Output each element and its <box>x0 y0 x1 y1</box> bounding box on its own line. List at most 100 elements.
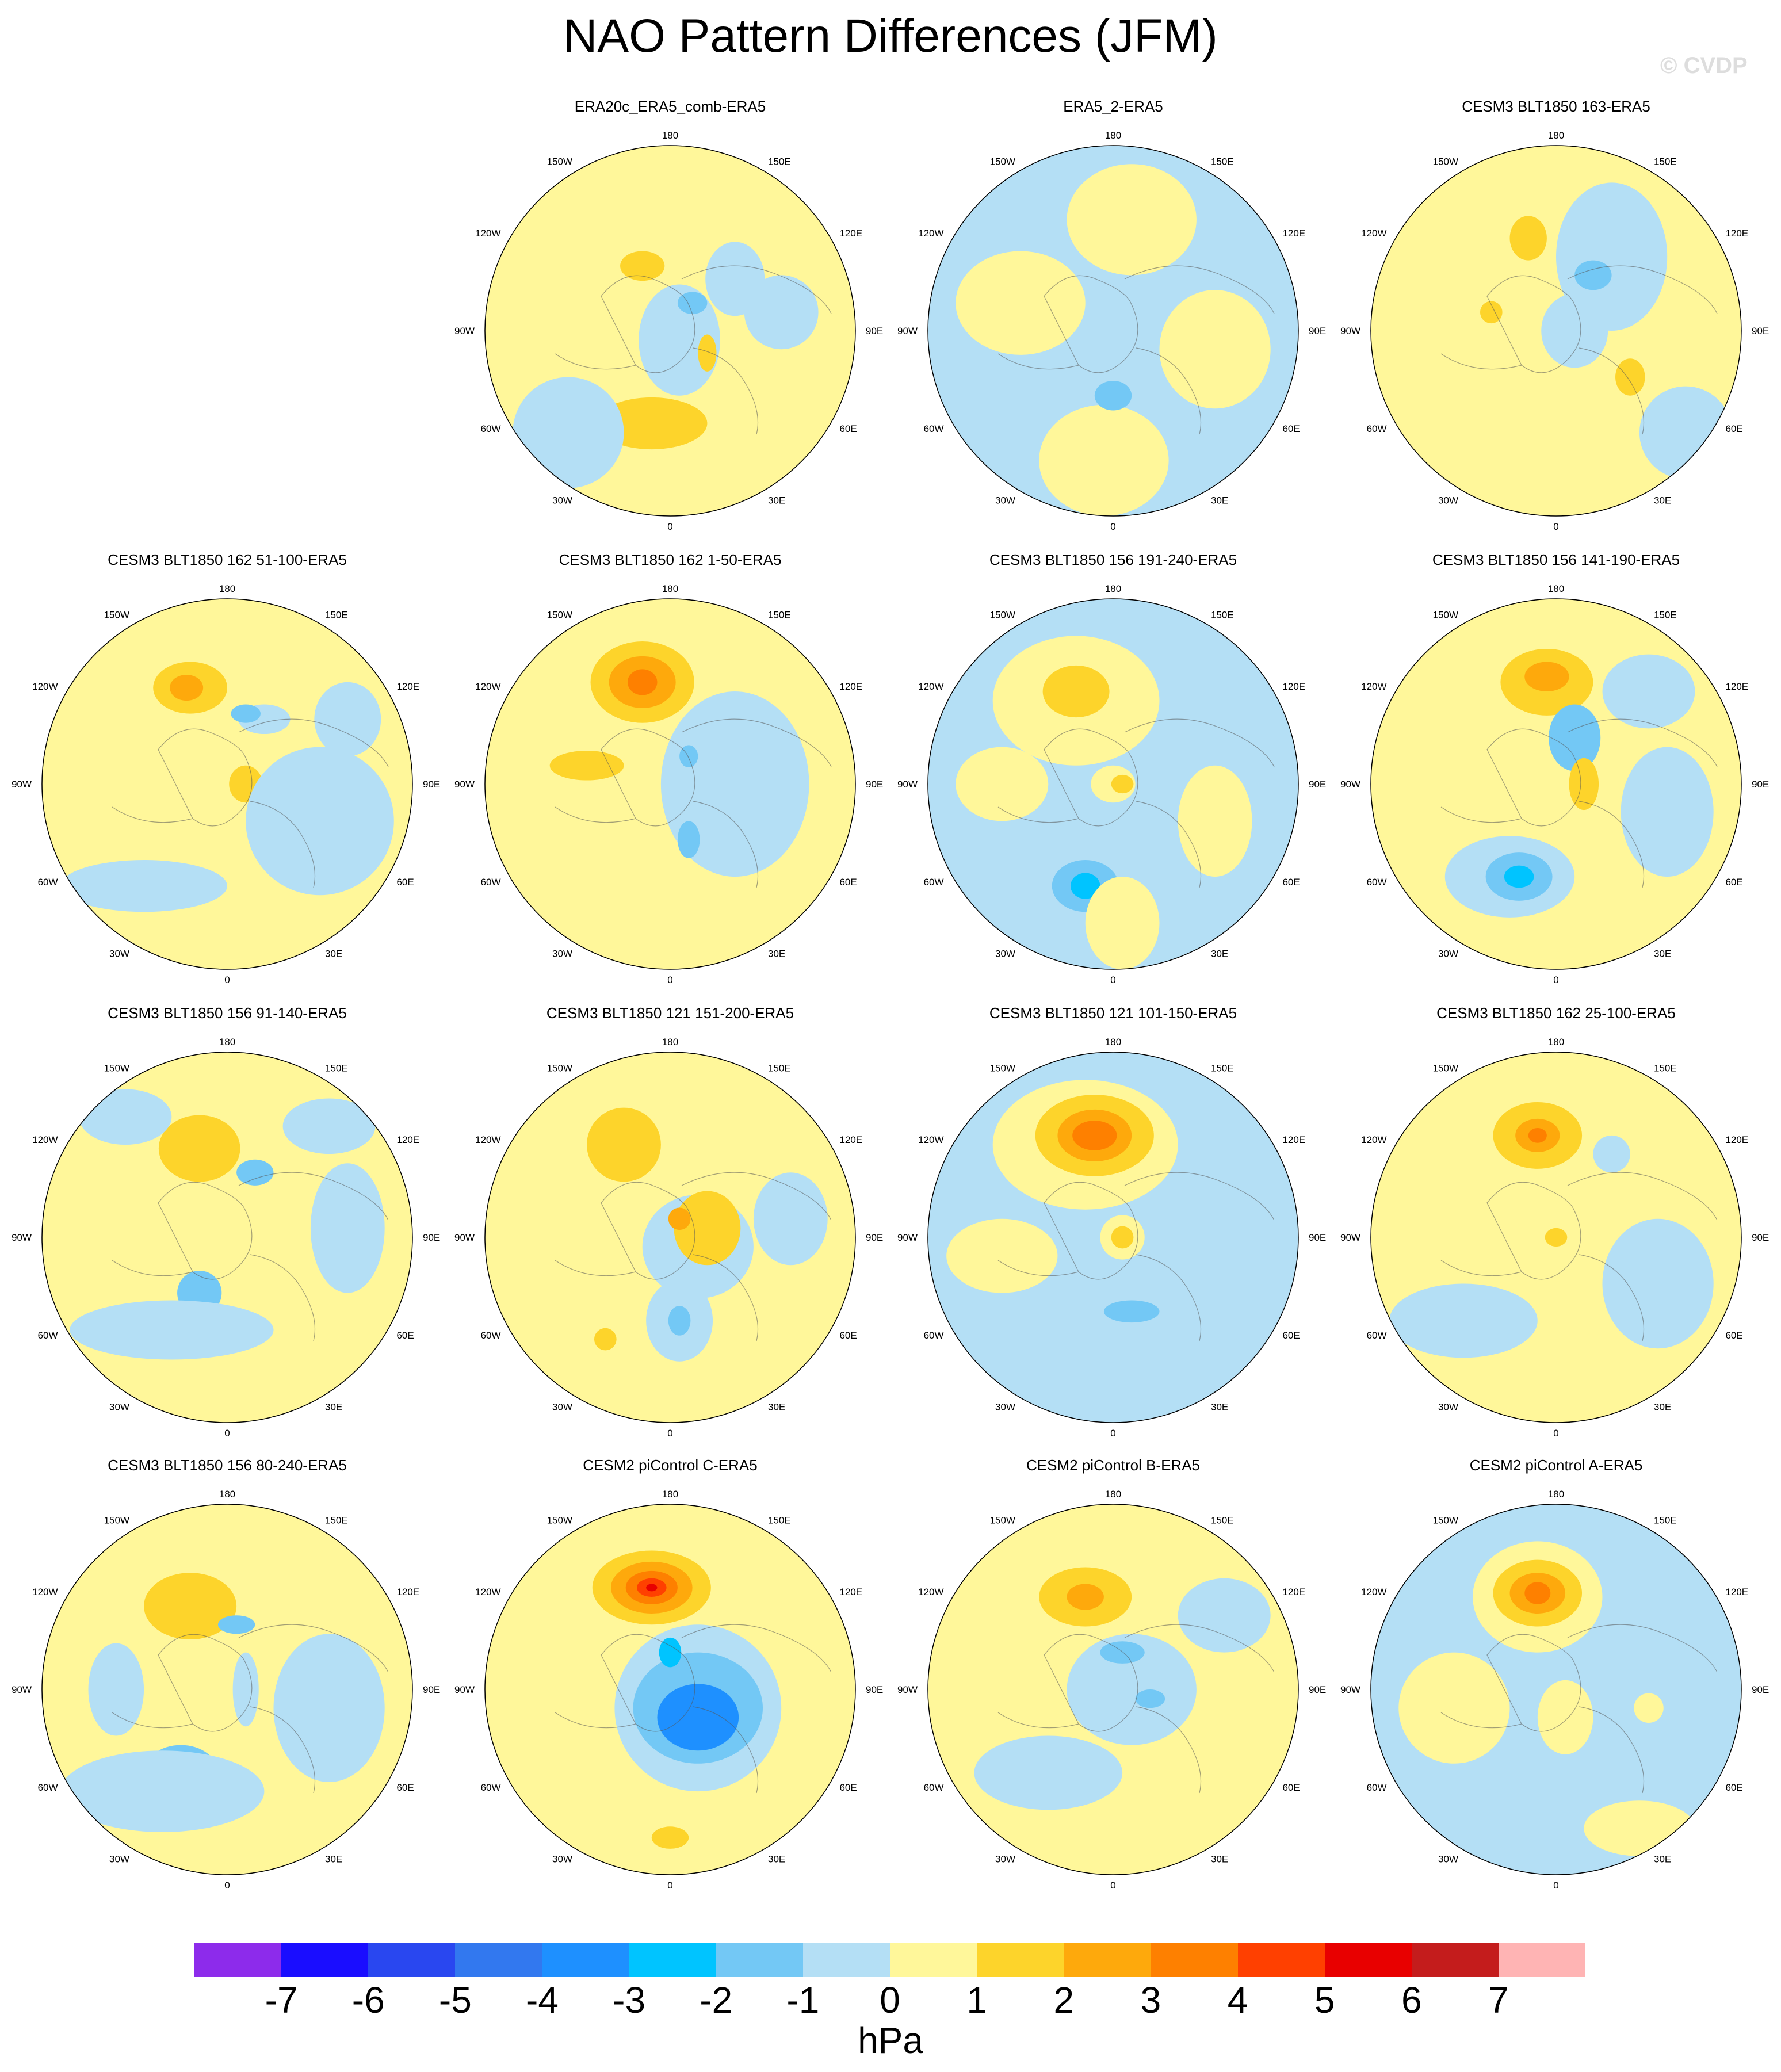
longitude-label: 0 <box>667 1428 672 1439</box>
map-panel: CESM3 BLT1850 121 151-200-ERA5 180 150E 120… <box>449 1004 892 1442</box>
longitude-label: 180 <box>1105 583 1121 594</box>
longitude-label: 90W <box>1340 326 1360 337</box>
anomaly-contour <box>1389 1283 1538 1358</box>
longitude-label: 120W <box>475 1587 500 1597</box>
panel-title: ERA20c_ERA5_comb-ERA5 <box>574 98 766 115</box>
longitude-label: 180 <box>662 1489 678 1500</box>
anomaly-contour <box>1070 873 1100 899</box>
longitude-label: 150W <box>990 610 1015 621</box>
anomaly-contour <box>668 1207 691 1230</box>
map-border <box>1370 1052 1742 1423</box>
longitude-label: 30E <box>1211 948 1228 959</box>
longitude-label: 0 <box>1553 974 1558 985</box>
longitude-label: 30W <box>995 495 1015 506</box>
longitude-label: 150W <box>1433 1515 1458 1526</box>
anomaly-contour <box>627 669 658 695</box>
coastline <box>555 265 832 435</box>
longitude-label: 0 <box>1110 974 1115 985</box>
map-border <box>1370 145 1742 517</box>
colorbar-box <box>802 1943 890 1977</box>
anomaly-contour <box>1178 1578 1271 1653</box>
colorbar-box <box>1237 1943 1325 1977</box>
longitude-label: 150W <box>1433 610 1458 621</box>
anomaly-contour <box>594 1328 617 1351</box>
map-border <box>41 1052 413 1423</box>
longitude-label: 150E <box>1211 610 1234 621</box>
colorbar-tick-label: -5 <box>438 1979 472 2021</box>
anomaly-contour <box>1602 654 1695 729</box>
anomaly-contour <box>1549 704 1601 771</box>
coastline <box>555 1172 832 1341</box>
colorbar-box <box>1498 1943 1585 1977</box>
anomaly-contour <box>1111 1226 1134 1249</box>
longitude-label: 150E <box>768 610 791 621</box>
map-border <box>927 598 1299 970</box>
longitude-label: 30W <box>552 1401 572 1412</box>
longitude-label: 150W <box>547 156 572 167</box>
colorbar-tick-label: 5 <box>1314 1979 1335 2021</box>
polar-map: 180 150E 120E 90E 60E 30E 0 30W 60W 90W 120W 150W <box>12 1037 440 1439</box>
longitude-label: 90W <box>1340 1684 1360 1695</box>
longitude-label: 120E <box>839 681 862 692</box>
longitude-label: 90E <box>1309 779 1326 790</box>
longitude-label: 60W <box>481 1330 501 1341</box>
longitude-label: 180 <box>662 583 678 594</box>
polar-map: 180 150E 120E 90E 60E 30E 0 30W 60W 90W 120W 150W <box>897 1037 1326 1439</box>
longitude-label: 150W <box>547 1063 572 1074</box>
longitude-label: 150W <box>104 1063 129 1074</box>
longitude-label: 180 <box>1105 1037 1121 1048</box>
polar-map: 180 150E 120E 90E 60E 30E 0 30W 60W 90W 120W 150W <box>12 583 440 985</box>
map-border <box>484 1504 856 1875</box>
longitude-label: 30E <box>1654 1401 1671 1412</box>
longitude-label: 180 <box>1548 1037 1564 1048</box>
colorbar-units: hPa <box>858 2020 923 2061</box>
longitude-label: 0 <box>1553 1428 1558 1439</box>
longitude-label: 150E <box>1654 610 1677 621</box>
panel-title: CESM3 BLT1850 156 141-190-ERA5 <box>1432 551 1680 568</box>
longitude-label: 60W <box>1367 1330 1387 1341</box>
longitude-label: 90E <box>1752 326 1769 337</box>
longitude-label: 120E <box>1725 1134 1748 1145</box>
anomaly-contour <box>314 682 381 756</box>
anomaly-contour <box>587 1107 661 1182</box>
longitude-label: 60E <box>1725 1782 1742 1793</box>
longitude-label: 0 <box>1553 1880 1558 1891</box>
longitude-label: 120W <box>475 1134 500 1145</box>
polar-map: 180 150E 120E 90E 60E 30E 0 30W 60W 90W 120W 150W <box>1340 1489 1769 1891</box>
longitude-label: 0 <box>1110 1880 1115 1891</box>
anomaly-contour <box>1039 404 1169 516</box>
colorbar-box <box>716 1943 803 1977</box>
longitude-label: 150E <box>1211 1063 1234 1074</box>
anomaly-contour <box>217 1615 255 1634</box>
colorbar-box <box>977 1943 1064 1977</box>
anomaly-contour <box>1042 310 1073 333</box>
longitude-label: 150E <box>1211 1515 1234 1526</box>
longitude-label: 60E <box>1282 877 1300 888</box>
anomaly-contour <box>1541 293 1608 368</box>
anomaly-contour <box>1135 1689 1165 1708</box>
map-border <box>927 145 1299 517</box>
colorbar-tick-label: 0 <box>880 1979 900 2021</box>
longitude-label: 30W <box>552 1853 572 1864</box>
longitude-label: 90E <box>866 1232 883 1243</box>
longitude-label: 150E <box>768 1063 791 1074</box>
anomaly-contour <box>1574 260 1612 290</box>
longitude-label: 0 <box>224 1880 230 1891</box>
longitude-label: 180 <box>662 1037 678 1048</box>
colorbar-box <box>1411 1943 1499 1977</box>
polar-map: 180 150E 120E 90E 60E 30E 0 30W 60W 90W 120W 150W <box>1340 583 1769 985</box>
longitude-label: 30W <box>1438 948 1458 959</box>
longitude-label: 30E <box>768 1853 785 1864</box>
anomaly-contour <box>739 351 806 403</box>
longitude-label: 30W <box>552 495 572 506</box>
anomaly-contour <box>1398 1652 1510 1764</box>
panel-title: CESM3 BLT1850 121 101-150-ERA5 <box>989 1004 1237 1022</box>
colorbar <box>194 1943 1585 1977</box>
longitude-label: 150W <box>104 1515 129 1526</box>
map-panel: ERA5_2-ERA5 180 150E 120E 90E 60E 30E 0 30W 60W 90… <box>892 98 1335 535</box>
longitude-label: 90E <box>1309 1684 1326 1695</box>
anomaly-contour <box>1178 765 1252 877</box>
longitude-label: 60E <box>1725 423 1742 434</box>
longitude-label: 150E <box>325 1515 348 1526</box>
colorbar-box <box>629 1943 716 1977</box>
